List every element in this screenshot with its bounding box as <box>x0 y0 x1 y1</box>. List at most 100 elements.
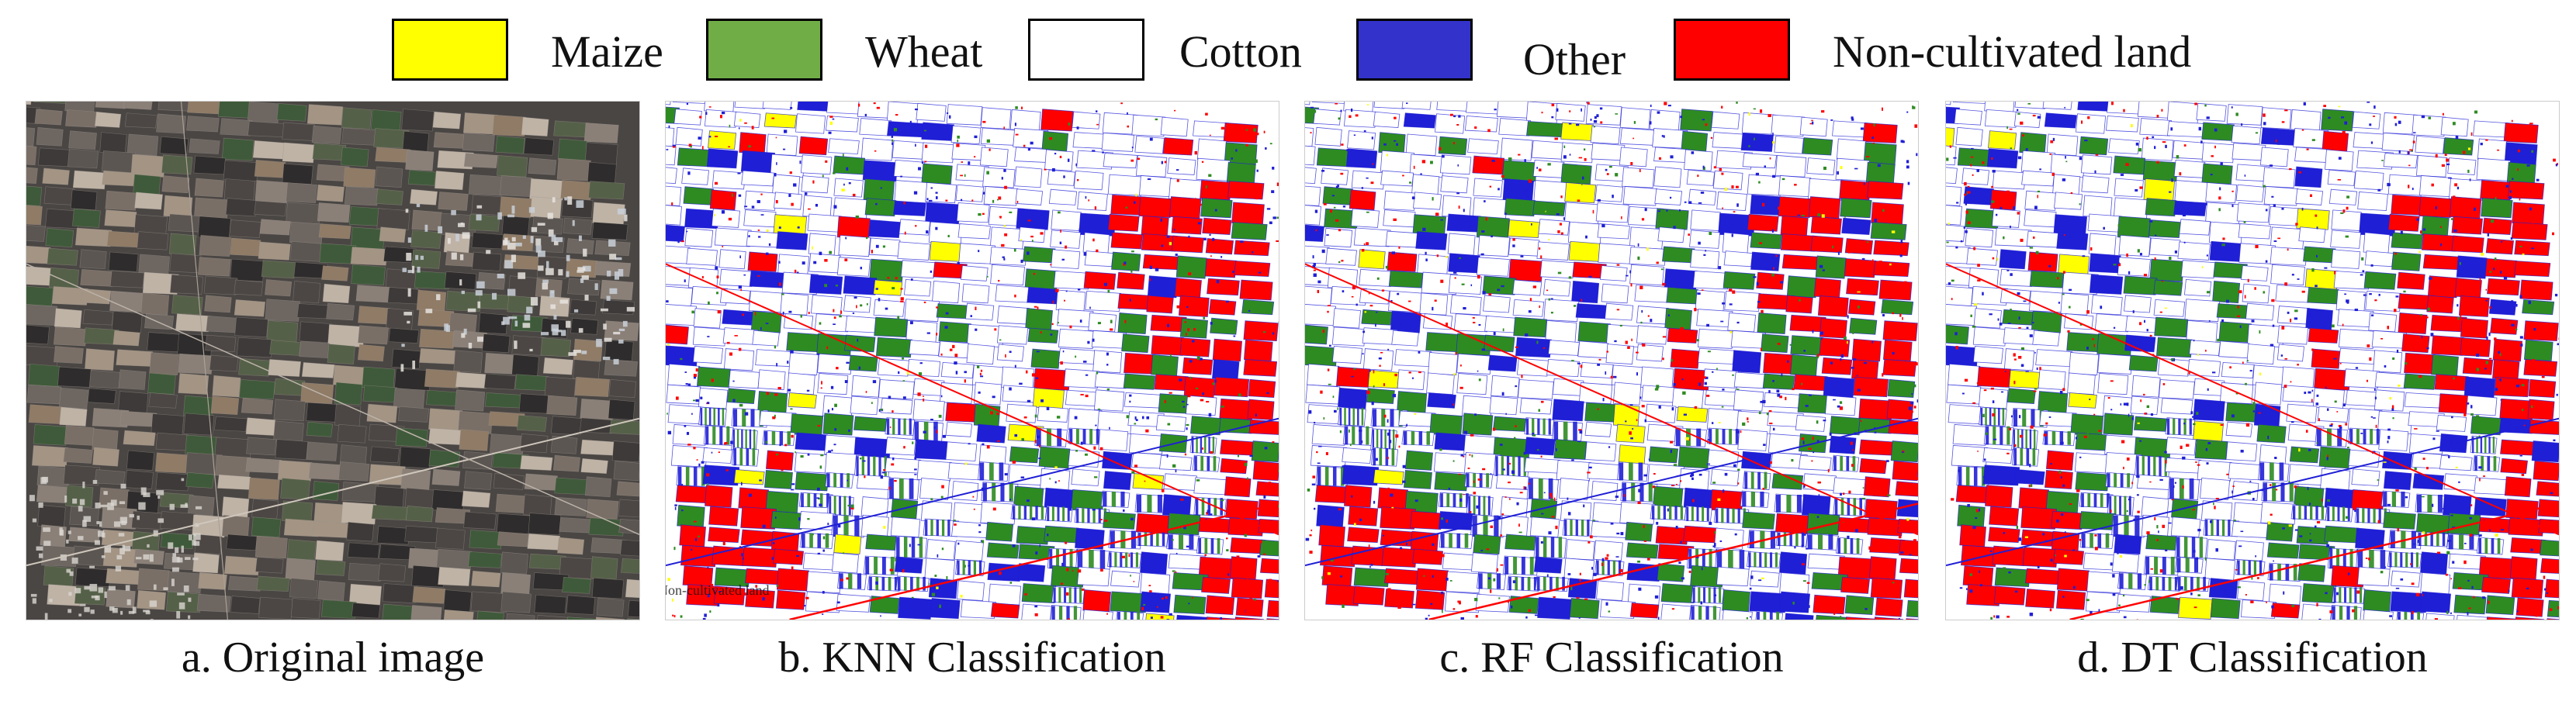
pixel-speckle <box>1772 133 1774 136</box>
pixel-speckle <box>1769 461 1772 465</box>
pixel-speckle <box>1122 209 1127 213</box>
pixel-speckle <box>1155 299 1158 303</box>
pixel-speckle <box>1016 200 1019 203</box>
crop-strip <box>1973 466 1978 486</box>
pixel-speckle <box>2324 267 2328 269</box>
crop-strip <box>2327 428 2332 447</box>
crop-strip <box>1200 456 1203 471</box>
pixel-speckle <box>1143 603 1146 606</box>
classified-parcel <box>2183 278 2212 297</box>
crop-strip <box>1111 491 1116 507</box>
pixel-speckle <box>1523 486 1525 490</box>
classified-parcel <box>822 413 854 436</box>
crop-strip <box>732 409 738 427</box>
pixel-speckle <box>1473 322 1476 323</box>
pixel-speckle <box>2329 610 2333 613</box>
pixel-speckle <box>684 425 687 427</box>
pixel-speckle <box>1390 603 1393 606</box>
classified-parcel <box>2357 566 2391 587</box>
pixel-speckle <box>1182 406 1186 408</box>
pixel-speckle <box>829 250 833 254</box>
pixel-speckle <box>1610 523 1614 525</box>
crop-strip <box>1553 421 1559 442</box>
pixel-speckle <box>1009 387 1012 391</box>
pixel-speckle <box>828 450 832 453</box>
pixel-speckle <box>935 196 938 199</box>
pixel-speckle <box>718 451 720 454</box>
crop-strip <box>2185 558 2190 573</box>
classified-parcel <box>890 516 921 538</box>
pixel-speckle <box>893 128 898 132</box>
satellite-parcel <box>245 458 282 474</box>
classified-parcel <box>2153 299 2186 317</box>
pixel-speckle <box>1713 543 1716 547</box>
classified-parcel <box>1706 408 1742 432</box>
pixel-speckle <box>822 174 824 178</box>
pixel-speckle <box>1518 523 1520 527</box>
pixel-speckle <box>2426 347 2429 350</box>
settlement-patch <box>194 540 200 546</box>
settlement-patch <box>126 599 131 606</box>
pixel-speckle <box>1713 166 1717 169</box>
pixel-speckle <box>1860 420 1862 422</box>
pixel-speckle <box>1470 284 1473 287</box>
pixel-speckle <box>2215 547 2218 552</box>
classified-parcel <box>892 140 925 160</box>
pixel-speckle <box>1670 449 1672 454</box>
pixel-speckle <box>1458 205 1460 209</box>
pixel-speckle <box>918 372 923 376</box>
pixel-speckle <box>972 496 975 498</box>
satellite-parcel <box>327 344 355 364</box>
pixel-speckle <box>943 323 946 325</box>
classified-parcel <box>1749 591 1787 613</box>
classified-parcel <box>900 260 936 279</box>
classified-parcel <box>1543 299 1580 322</box>
classified-parcel <box>814 313 850 333</box>
pixel-speckle <box>2519 295 2522 299</box>
pixel-speckle <box>1422 227 1426 231</box>
pixel-speckle <box>860 304 863 307</box>
classified-parcel <box>666 127 675 147</box>
pixel-speckle <box>844 380 848 384</box>
settlement-patch <box>476 205 483 209</box>
pixel-speckle <box>1027 219 1031 222</box>
pixel-speckle <box>939 604 941 609</box>
pixel-speckle <box>1686 334 1689 337</box>
pixel-speckle <box>1762 202 1765 207</box>
pixel-speckle <box>956 143 960 147</box>
pixel-speckle <box>804 192 808 195</box>
classified-parcel <box>1381 547 1418 568</box>
pixel-speckle <box>1323 202 1327 205</box>
pixel-speckle <box>1355 114 1359 117</box>
crop-strip <box>2051 431 2056 445</box>
classified-parcel <box>1314 126 1342 147</box>
classified-parcel <box>1093 389 1125 412</box>
pixel-speckle <box>1023 416 1027 419</box>
satellite-parcel <box>106 589 136 609</box>
pixel-speckle <box>1137 157 1141 161</box>
pixel-speckle <box>2416 218 2419 221</box>
classified-parcel <box>1484 334 1515 353</box>
legend-label-cotton: Cotton <box>1179 26 1302 77</box>
crop-strip <box>1691 606 1695 620</box>
crop-strip <box>2025 429 2027 451</box>
pixel-speckle <box>1367 104 1369 106</box>
pixel-speckle <box>1003 225 1006 227</box>
crop-strip <box>733 447 737 466</box>
pixel-speckle <box>827 523 829 526</box>
classified-parcel <box>1816 614 1847 620</box>
pixel-speckle <box>738 347 742 351</box>
crop-strip <box>2362 508 2365 523</box>
pixel-speckle <box>1681 577 1684 580</box>
pixel-speckle <box>1615 113 1619 115</box>
classified-parcel <box>1475 593 1510 613</box>
classified-parcel <box>1978 387 2009 409</box>
road-line <box>1428 503 1918 620</box>
pixel-speckle <box>924 161 927 163</box>
satellite-parcel <box>26 224 46 242</box>
classified-parcel <box>2509 556 2538 580</box>
pixel-speckle <box>1169 242 1172 246</box>
pixel-speckle <box>1351 375 1354 378</box>
pixel-speckle <box>1806 582 1810 584</box>
pixel-speckle <box>2338 105 2341 108</box>
